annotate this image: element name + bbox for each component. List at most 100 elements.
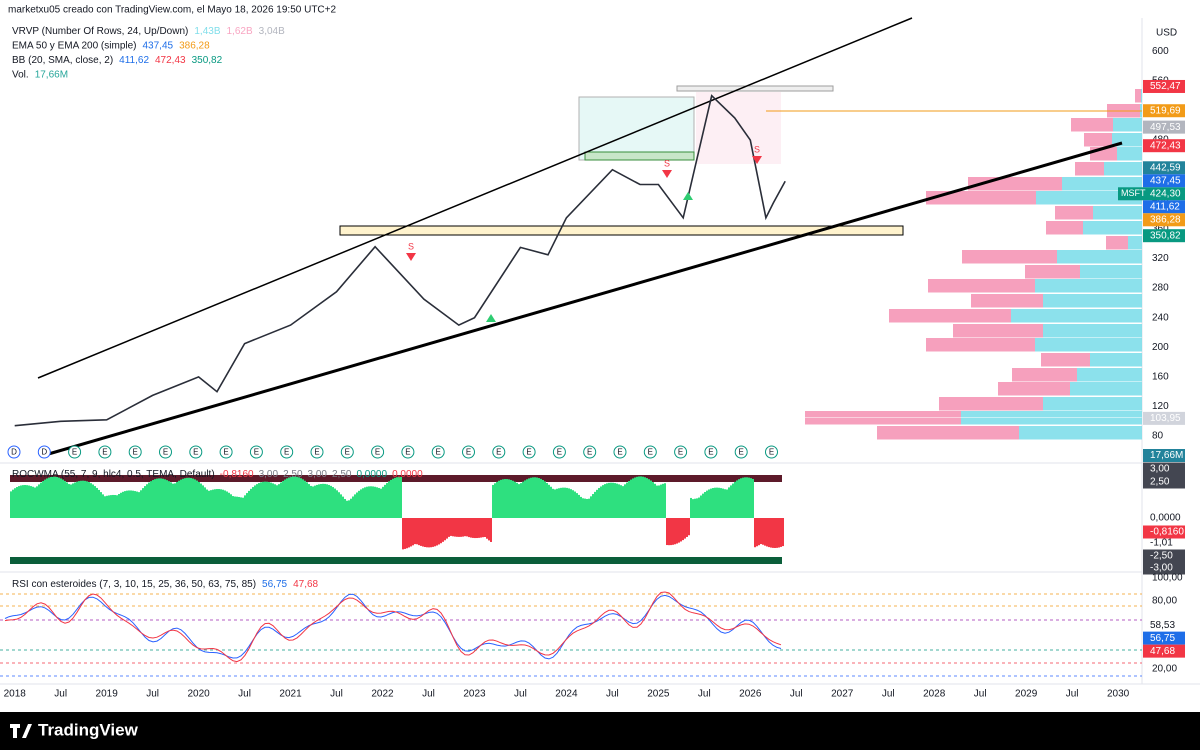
profile-down: [1070, 382, 1142, 396]
time-tick-label: Jul: [790, 689, 803, 700]
roc-bar: [664, 483, 666, 518]
roc-bar: [242, 497, 244, 518]
roc-bar: [324, 483, 326, 518]
currency: USD: [1156, 28, 1177, 39]
roc-bar: [338, 492, 340, 518]
roc-bar: [248, 490, 250, 518]
profile-down: [1043, 397, 1142, 411]
pane-value: 0,0000: [392, 469, 423, 480]
profile-down: [961, 418, 1142, 425]
time-tick-label: 2019: [96, 689, 119, 700]
roc-bar: [114, 495, 116, 518]
time-tick-label: 2029: [1015, 689, 1038, 700]
roc-bar: [702, 493, 704, 518]
roc-bar: [364, 487, 366, 518]
roc-bar: [532, 477, 534, 518]
rsi-badge: [1143, 631, 1185, 645]
profile-up: [953, 324, 1043, 338]
roc-bar: [666, 518, 668, 546]
roc-bar: [16, 487, 18, 518]
legend-line: EMA 50 y EMA 200 (simple) 437,45 386,28: [12, 40, 210, 51]
roc-bar: [290, 476, 292, 518]
roc-bar: [716, 487, 718, 518]
roc-bar: [176, 481, 178, 518]
roc-bar: [264, 481, 266, 518]
roc-bar: [762, 518, 764, 545]
roc-bar: [56, 476, 58, 518]
roc-bar: [676, 518, 678, 544]
profile-down: [961, 411, 1142, 418]
roc-bar: [306, 482, 308, 518]
roc-bar: [64, 480, 66, 518]
roc-bar: [566, 487, 568, 518]
profile-up: [928, 279, 1035, 293]
profile-up: [971, 294, 1043, 308]
roc-bar: [754, 518, 756, 548]
pane-value: 3,00: [259, 469, 279, 480]
roc-bar: [198, 481, 200, 518]
profile-down: [1011, 309, 1142, 323]
roc-bar: [516, 482, 518, 518]
legend-line: Vol. 17,66M: [12, 69, 68, 80]
brand: TradingView: [38, 720, 139, 739]
price-badge: [1143, 79, 1185, 93]
price-badge: [1143, 200, 1185, 214]
roc-bar: [510, 479, 512, 518]
price-badge-label: 386,28: [1150, 214, 1181, 225]
roc-bar: [300, 478, 302, 518]
price-badge-label: 411,62: [1150, 201, 1180, 212]
roc-bar: [354, 494, 356, 518]
roc-bar: [352, 496, 354, 518]
roc-bar: [494, 483, 496, 518]
roc-bar: [444, 518, 446, 541]
profile-up: [962, 250, 1057, 264]
roc-bar: [594, 491, 596, 518]
roc-bar: [208, 490, 210, 518]
roc-bar: [168, 481, 170, 518]
roc-bar: [708, 489, 710, 518]
roc-bar: [296, 476, 298, 518]
symbol-badge: [1118, 187, 1143, 201]
roc-bar: [766, 518, 768, 547]
profile-up: [1046, 221, 1083, 235]
time-tick-label: Jul: [1066, 689, 1079, 700]
roc-bar: [24, 485, 26, 518]
event-marker: [552, 445, 566, 459]
roc-bar: [546, 482, 548, 518]
profile-down: [1019, 426, 1142, 440]
roc-bar: [482, 518, 484, 538]
time-tick-label: 2025: [647, 689, 670, 700]
roc-bar: [330, 485, 332, 518]
roc-bar: [216, 489, 218, 518]
roc-bar: [562, 487, 564, 518]
price-badge: [1143, 411, 1185, 425]
roc-bar: [630, 479, 632, 518]
roc-bar: [540, 478, 542, 518]
roc-bar: [386, 483, 388, 518]
roc-bar: [106, 495, 108, 518]
price-badge: [1143, 161, 1185, 175]
roc-bar: [310, 485, 312, 518]
roc-bar: [738, 479, 740, 518]
roc-bar: [134, 491, 136, 518]
roc-bar: [498, 480, 500, 518]
roc-bar: [258, 483, 260, 518]
roc-axis-label: 2,50: [1150, 477, 1170, 488]
event-label: E: [466, 448, 471, 457]
roc-bar: [642, 476, 644, 518]
signal-label: S: [408, 241, 414, 251]
event-marker: [492, 445, 506, 459]
price-badge-label: 472,43: [1150, 140, 1181, 151]
event-marker: [159, 445, 172, 459]
roc-bar: [320, 483, 322, 518]
roc-bar: [526, 479, 528, 518]
rsi-badge-label: 47,68: [1150, 646, 1175, 657]
roc-bar: [454, 518, 456, 537]
roc-bar: [402, 518, 404, 550]
roc-bar: [476, 518, 478, 539]
roc-bar: [130, 490, 132, 518]
roc-bar: [30, 486, 32, 518]
roc-bar: [492, 484, 494, 518]
profile-down: [1057, 250, 1142, 264]
